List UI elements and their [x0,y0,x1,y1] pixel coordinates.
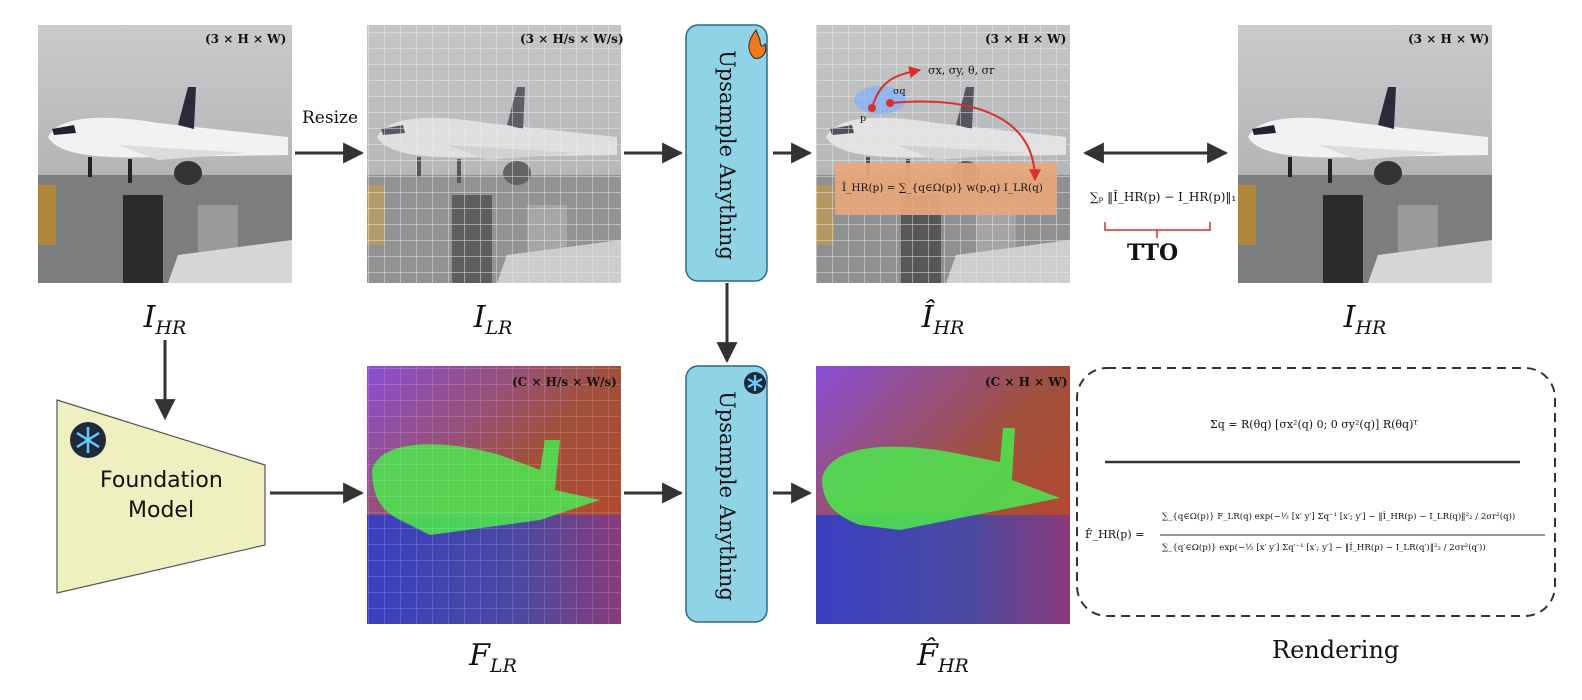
frozen-icon [744,372,766,394]
module-label: Upsample Anything [715,50,739,260]
text: HR [937,655,969,677]
image-hr [38,25,292,283]
image-hr-target [1238,25,1492,283]
image-label: FLR [469,638,517,677]
params-annotation: σx, σy, θ, σr [928,64,995,77]
feature-denominator: ∑_{q′∈Ω(p)} exp(−½ [x′ y′] Σq′⁻¹ [x′; y′… [1162,543,1486,553]
image-lr [367,25,621,283]
tto-loss: ∑ₚ ‖Î_HR(p) − I_HR(p)‖₁ [1090,190,1237,204]
text: F [469,638,490,673]
size-tag: (C × H × W) [985,375,1068,389]
covariance-formula: Σq = R(θq) [σx²(q) 0; 0 σy²(q)] R(θq)ᵀ [1210,418,1418,431]
image-label: IHR [1344,300,1387,339]
frozen-icon [70,422,106,458]
image-label: ILR [474,300,513,339]
image-label: F̂HR [917,638,969,677]
module-box [685,24,768,282]
foundation-label: Model [128,498,195,523]
feature-hr [816,366,1070,624]
module-box [685,365,768,623]
image-label: ÎHR [922,300,965,339]
text: Î [921,300,934,335]
size-tag: (3 × H × W) [205,32,287,46]
size-tag: (3 × H × W) [1408,32,1490,46]
feature-formula-lhs: F̂_HR(p) = [1085,528,1145,541]
feature-lr [367,366,621,624]
text: I [143,300,156,335]
text: LR [489,655,517,677]
arrows [154,142,1229,504]
tto-label: TTO [1127,240,1179,266]
point-annotation: p [860,113,867,124]
text: I [473,300,486,335]
feature-numerator: ∑_{q∈Ω(p)} F_LR(q) exp(−½ [x′ y′] Σq⁻¹ [… [1162,512,1516,522]
text: F̂ [917,638,938,673]
trainable-icon [748,29,767,59]
rendering-box [1076,367,1556,617]
size-tag: (C × H/s × W/s) [512,375,617,389]
tto-bracket [1104,222,1211,238]
text: LR [485,317,513,339]
foundation-model-box [56,399,266,594]
image-hr-upsampled [816,25,1070,283]
kernel-formula: Î_HR(p) = ∑_{q∈Ω(p)} w(p,q) I_LR(q) [842,182,1043,194]
module-label: Upsample Anything [715,391,739,601]
resize-label: Resize [302,108,359,128]
rendering-title: Rendering [1272,636,1400,664]
foundation-label: Foundation [100,468,223,493]
size-tag: (3 × H × W) [985,32,1067,46]
text: HR [933,317,965,339]
text: I [1343,300,1356,335]
size-tag: (3 × H/s × W/s) [520,32,624,46]
text: HR [155,317,187,339]
sigma-annotation: σq [893,86,906,97]
text: HR [1355,317,1387,339]
image-label: IHR [144,300,187,339]
